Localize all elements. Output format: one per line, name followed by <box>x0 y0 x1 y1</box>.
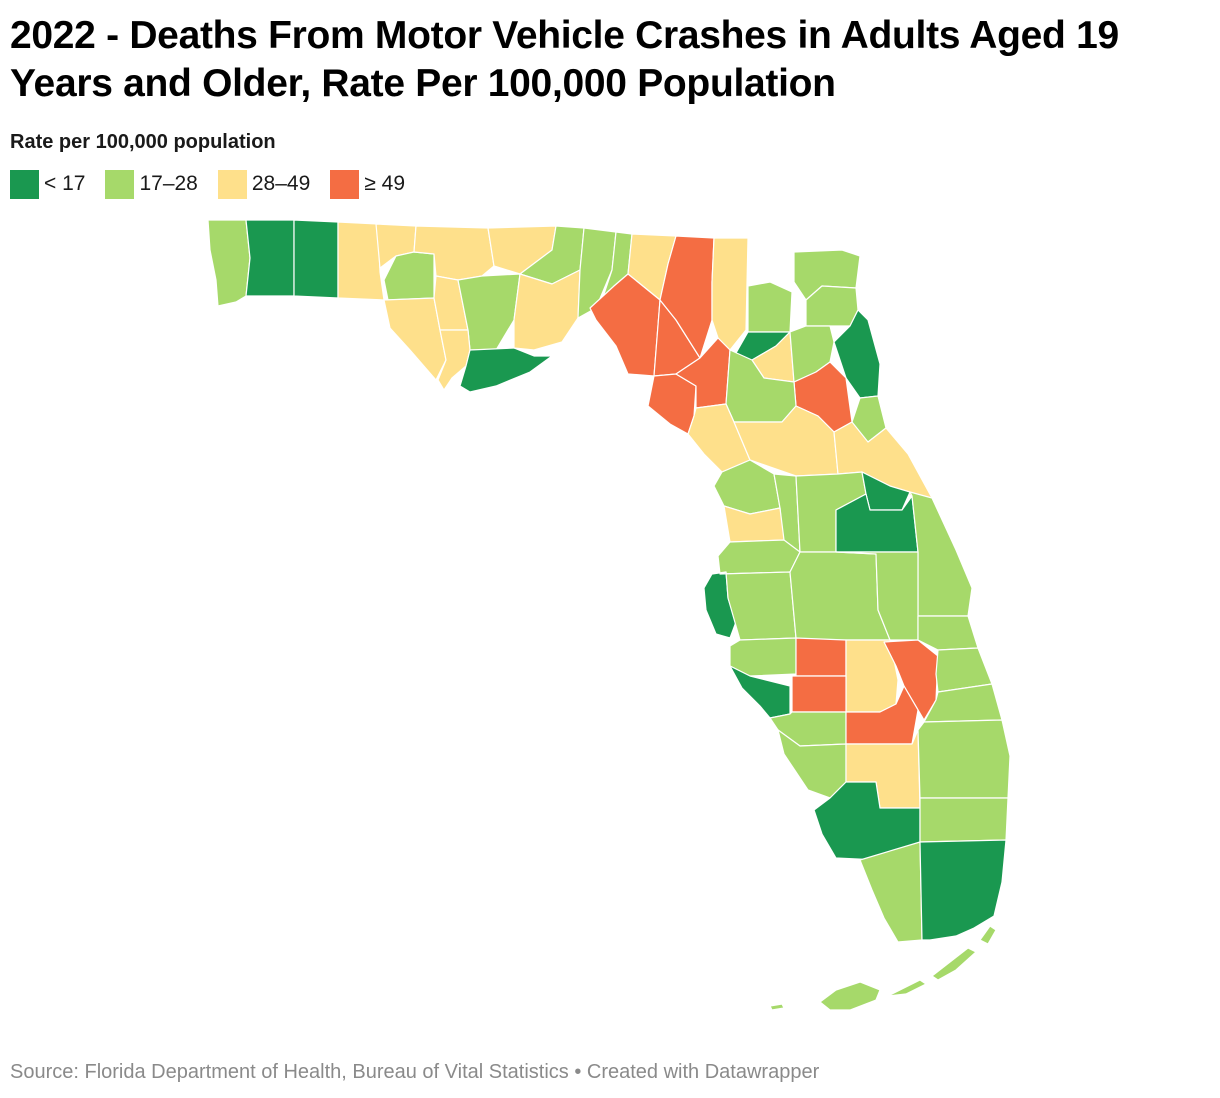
county-franklin[interactable] <box>459 347 553 393</box>
county-escambia[interactable] <box>207 219 251 307</box>
county-indian-river[interactable] <box>917 615 979 651</box>
legend-swatch <box>10 169 39 199</box>
county-polk[interactable] <box>789 551 891 641</box>
legend-item-lt17: < 17 <box>10 169 86 199</box>
county-brevard[interactable] <box>909 491 973 617</box>
county-taylor[interactable] <box>589 273 661 377</box>
county-wakulla[interactable] <box>513 269 581 351</box>
source-footer: Source: Florida Department of Health, Bu… <box>10 1061 820 1083</box>
county-santa-rosa[interactable] <box>245 219 295 297</box>
legend-label: 28–49 <box>251 172 311 195</box>
legend-item-gte49: ≥ 49 <box>330 169 405 199</box>
county-palm-beach[interactable] <box>917 719 1011 799</box>
county-broward[interactable] <box>919 797 1009 843</box>
florida-map-svg <box>207 219 1011 1011</box>
chart-title: 2022 - Deaths From Motor Vehicle Crashes… <box>10 14 1119 105</box>
legend-swatch <box>105 169 135 199</box>
legend-title: Rate per 100,000 population <box>10 131 276 153</box>
legend-item-17-28: 17–28 <box>105 169 198 199</box>
legend-item-28-49: 28–49 <box>217 169 311 199</box>
legend-swatch <box>330 169 360 199</box>
legend-label: 17–28 <box>139 172 198 195</box>
county-okaloosa[interactable] <box>293 219 339 299</box>
county-monroe-mainland[interactable] <box>859 841 923 943</box>
county-hernando[interactable] <box>723 505 785 543</box>
florida-map <box>0 210 1220 1040</box>
legend: < 17 17–28 28–49 ≥ 49 <box>10 169 425 199</box>
county-baker[interactable] <box>747 281 793 333</box>
county-gulf[interactable] <box>437 329 471 391</box>
county-osceola[interactable] <box>835 551 919 641</box>
county-miami-dade[interactable] <box>919 839 1007 941</box>
county-monroe-keys[interactable] <box>769 925 997 1011</box>
county-columbia[interactable] <box>711 237 749 351</box>
county-desoto[interactable] <box>791 675 847 713</box>
county-hardee[interactable] <box>795 637 847 677</box>
legend-label: < 17 <box>44 172 86 195</box>
county-dixie[interactable] <box>647 373 697 435</box>
county-walton[interactable] <box>337 221 385 301</box>
county-pasco[interactable] <box>717 539 801 575</box>
legend-swatch <box>217 169 247 199</box>
legend-label: ≥ 49 <box>364 172 405 195</box>
